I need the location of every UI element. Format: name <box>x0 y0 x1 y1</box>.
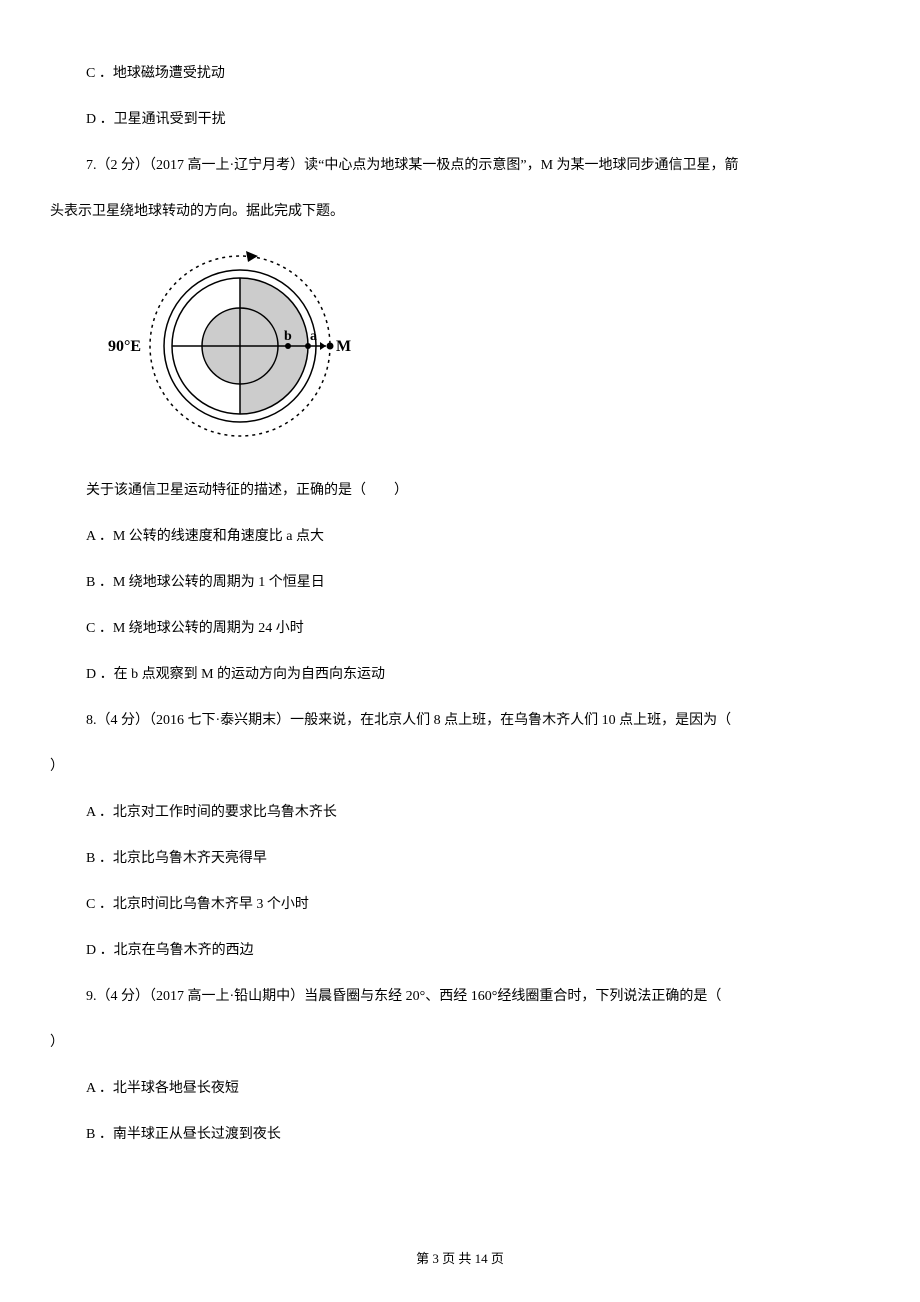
q7-sub-question: 关于该通信卫星运动特征的描述，正确的是（ ） <box>86 477 870 505</box>
q7-stem-line2: 头表示卫星绕地球转动的方向。据此完成下题。 <box>50 198 870 226</box>
q7-diagram: b a M 90°E <box>100 246 870 457</box>
q7-option-b: B ．M 绕地球公转的周期为 1 个恒星日 <box>86 569 870 597</box>
svg-text:a: a <box>310 329 317 344</box>
q7-option-d: D ．在 b 点观察到 M 的运动方向为自西向东运动 <box>86 661 870 689</box>
q8-option-d: D ．北京在乌鲁木齐的西边 <box>86 937 870 965</box>
page-footer: 第 3 页 共 14 页 <box>0 1246 920 1272</box>
svg-text:b: b <box>284 329 292 344</box>
q8-stem: 8.（4 分）（2016 七下·泰兴期末）一般来说，在北京人们 8 点上班，在乌… <box>86 707 870 735</box>
svg-text:90°E: 90°E <box>108 338 141 355</box>
q9-option-b: B ．南半球正从昼长过渡到夜长 <box>86 1121 870 1149</box>
q7-option-c: C ．M 绕地球公转的周期为 24 小时 <box>86 615 870 643</box>
q9-stem: 9.（4 分）（2017 高一上·铅山期中）当晨昏圈与东经 20°、西经 160… <box>86 983 870 1011</box>
svg-text:M: M <box>336 338 351 355</box>
q6-option-c: C ．地球磁场遭受扰动 <box>86 60 870 88</box>
q9-option-a: A ．北半球各地昼长夜短 <box>86 1075 870 1103</box>
q8-option-a: A ．北京对工作时间的要求比乌鲁木齐长 <box>86 799 870 827</box>
q7-option-a: A ．M 公转的线速度和角速度比 a 点大 <box>86 523 870 551</box>
q9-close: ） <box>50 1029 870 1057</box>
q8-option-b: B ．北京比乌鲁木齐天亮得早 <box>86 845 870 873</box>
polar-diagram-svg: b a M 90°E <box>100 246 360 446</box>
q6-option-d: D ．卫星通讯受到干扰 <box>86 106 870 134</box>
q8-close: ） <box>50 753 870 781</box>
q7-stem-line1: 7.（2 分）（2017 高一上·辽宁月考）读“中心点为地球某一极点的示意图”，… <box>86 152 870 180</box>
q8-option-c: C ．北京时间比乌鲁木齐早 3 个小时 <box>86 891 870 919</box>
